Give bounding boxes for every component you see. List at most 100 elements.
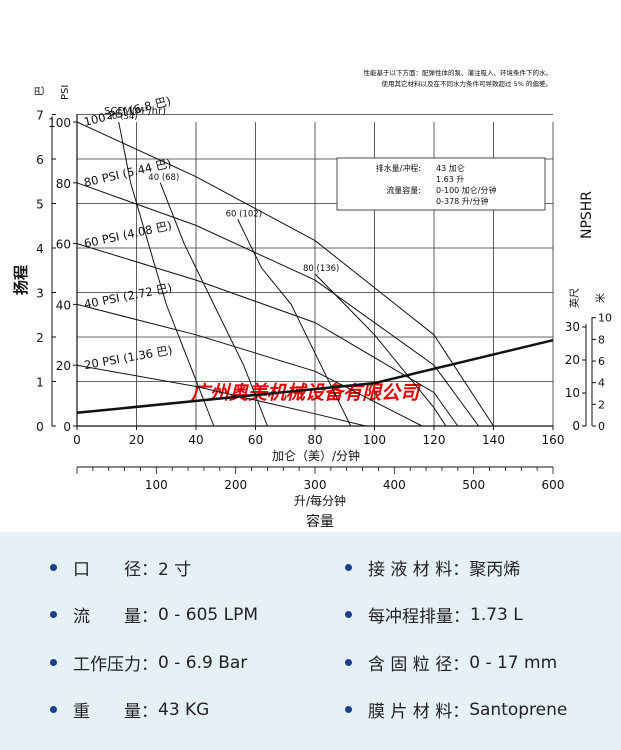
spec-solids: 含 固 粒 径： 0 - 17 mm: [345, 650, 557, 675]
pressure-curve: [76, 243, 459, 427]
spec-label: 流 量：: [73, 607, 158, 627]
lpm-tick-label: 100: [145, 478, 168, 492]
npsh-m-tick-label: 6: [598, 355, 605, 368]
npsh-m-tick-label: 8: [598, 333, 605, 346]
lpm-tick-label: 500: [462, 478, 485, 492]
npsh-ft-tick-label: 10: [565, 386, 580, 400]
note-line-2: 使用其它材料以及在不同水力条件可导致超过 5% 的偏差。: [382, 79, 552, 88]
air-consumption-curve: [314, 273, 447, 427]
air-consumption-label: 80 (136): [303, 264, 339, 274]
y-tick-label-bar: 3: [36, 287, 44, 301]
y-tick-label-bar: 4: [36, 242, 44, 256]
spec-value: 0 - 605 LPM: [158, 604, 258, 625]
y-tick-label-psi: 0: [63, 420, 71, 434]
lpm-tick-label: 600: [542, 478, 565, 492]
info-box: 排水量/冲程: 43 加仑 1.63 升 流量容量: 0-100 加仑/分钟 0…: [336, 157, 546, 211]
air-consumption-label: 20 (34): [107, 112, 138, 122]
spec-flow: 流 量： 0 - 605 LPM: [50, 602, 258, 627]
spec-displacement: 每冲程排量： 1.73 L: [345, 602, 523, 627]
info-value-1: 43 加仑: [436, 163, 465, 173]
x-tick-label: 160: [542, 433, 565, 447]
air-consumption-label: 60 (102): [226, 209, 262, 219]
info-value-4: 0-378 升/分钟: [436, 196, 488, 206]
x-tick-label: 0: [73, 433, 81, 447]
y-tick-label-psi: 20: [56, 359, 71, 373]
npsh-m-tick-label: 2: [598, 398, 605, 411]
x-tick-label: 100: [363, 433, 386, 447]
spec-value: 43 KG: [158, 699, 210, 720]
spec-label: 工作压力：: [73, 655, 158, 675]
head-axis-title: 扬程: [12, 265, 30, 295]
spec-material: 接 液 材 料： 聚丙烯: [345, 555, 520, 580]
psi-unit-label: PSI: [60, 85, 71, 100]
x-tick-label: 120: [423, 433, 446, 447]
npsh-m-tick-label: 4: [598, 377, 605, 390]
x-axis-title: 容量: [306, 513, 334, 530]
pressure-curve: [76, 364, 366, 427]
spec-label: 口 径：: [73, 560, 158, 580]
spec-panel: 口 径： 2 寸 流 量： 0 - 605 LPM 工作压力： 0 - 6.9 …: [0, 532, 621, 750]
spec-label: 重 量：: [73, 702, 158, 722]
spec-value: 1.73 L: [470, 604, 523, 625]
npsh-ft-tick-label: 30: [565, 320, 580, 334]
bullet-icon: [345, 659, 352, 666]
y-tick-label-bar: 7: [36, 109, 44, 123]
spec-value: Santoprene: [469, 699, 568, 720]
air-consumption-curve: [118, 121, 215, 427]
y-tick-label-bar: 1: [36, 376, 44, 390]
y-tick-label-bar: 6: [36, 153, 44, 167]
bullet-icon: [50, 611, 57, 618]
spec-label: 接 液 材 料：: [368, 560, 470, 580]
npshr-axis-title: NPSHR: [579, 191, 595, 239]
spec-pressure: 工作压力： 0 - 6.9 Bar: [50, 650, 247, 675]
y-tick-label-bar: 2: [36, 331, 44, 345]
info-label-3: 流量容量:: [386, 185, 421, 195]
y-tick-label-bar: 5: [36, 198, 44, 212]
x-tick-label: 140: [482, 433, 505, 447]
y-tick-label-psi: 100: [48, 116, 71, 130]
bullet-icon: [345, 564, 352, 571]
spec-label: 膜 片 材 料：: [368, 702, 470, 722]
pressure-curve: [76, 182, 480, 427]
spec-value: 聚丙烯: [469, 560, 521, 580]
bullet-icon: [345, 706, 352, 713]
lpm-tick-label: 200: [224, 478, 247, 492]
x-axis-label-gpm: 加仑（美）/分钟: [272, 448, 360, 463]
x-tick-label: 60: [248, 433, 263, 447]
spec-diaphragm: 膜 片 材 料： Santoprene: [345, 697, 567, 722]
info-value-3: 0-100 加仑/分钟: [436, 185, 496, 195]
y-tick-label-psi: 60: [56, 238, 71, 252]
y-tick-label-psi: 80: [56, 177, 71, 191]
y-tick-label-bar: 0: [36, 420, 44, 434]
npsh-m-tick-label: 10: [598, 312, 612, 325]
npsh-m-unit-label: 米: [594, 293, 607, 303]
x-tick-label: 80: [307, 433, 322, 447]
pump-curve-chart: 性能基于以下方面：配弹性体的泵、灌注吸入、环境条件下的水。 使用其它材料以及在不…: [12, 68, 612, 530]
bullet-icon: [50, 564, 57, 571]
pressure-curve: [76, 303, 423, 427]
spec-label: 每冲程排量：: [368, 607, 470, 627]
bullet-icon: [345, 611, 352, 618]
bullet-icon: [50, 706, 57, 713]
npsh-ft-tick-label: 0: [572, 419, 580, 433]
npsh-ft-unit-label: 英尺: [568, 288, 581, 308]
spec-value: 0 - 6.9 Bar: [158, 652, 248, 673]
note-line-1: 性能基于以下方面：配弹性体的泵、灌注吸入、环境条件下的水。: [364, 68, 553, 77]
spec-diameter: 口 径： 2 寸: [50, 555, 191, 580]
air-consumption-label: 40 (68): [148, 173, 179, 183]
info-value-2: 1.63 升: [436, 175, 464, 184]
x-tick-label: 20: [129, 433, 144, 447]
lpm-tick-label: 400: [383, 478, 406, 492]
lpm-tick-label: 300: [304, 478, 327, 492]
scfm-label: SCFM(M³/hr): [104, 106, 166, 117]
bar-unit-label: 巴: [34, 86, 46, 96]
air-consumption-curve: [237, 219, 352, 427]
npsh-m-tick-label: 0: [598, 420, 605, 433]
chart-svg: 性能基于以下方面：配弹性体的泵、灌注吸入、环境条件下的水。 使用其它材料以及在不…: [12, 68, 612, 530]
x-tick-label: 40: [188, 433, 203, 447]
x-axis-label-lpm: 升/每分钟: [294, 493, 346, 508]
npshr-curve: [76, 338, 554, 415]
spec-label: 含 固 粒 径：: [368, 655, 470, 675]
bullet-icon: [50, 659, 57, 666]
air-consumption-curve: [159, 182, 268, 427]
